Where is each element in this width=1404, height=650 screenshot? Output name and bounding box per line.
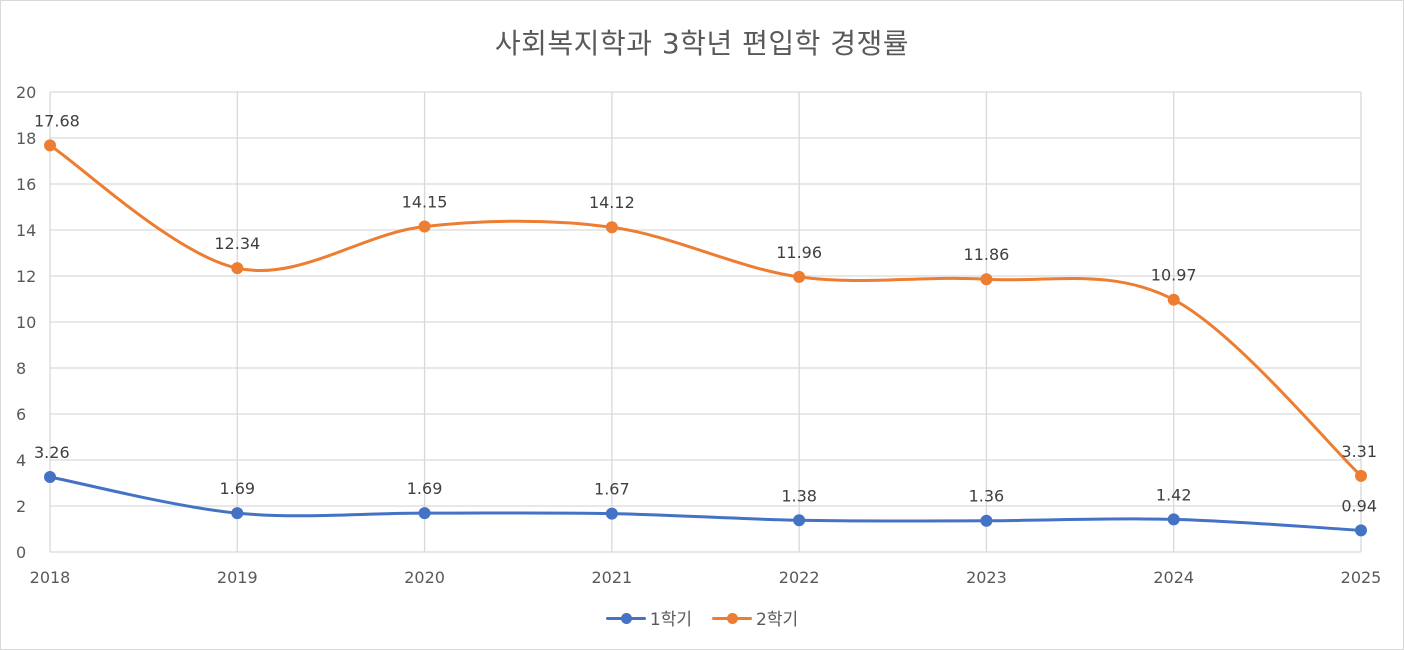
data-point (1167, 293, 1180, 306)
data-point (980, 273, 993, 286)
gridlines (49, 91, 1362, 553)
legend-marker-series-2 (712, 608, 752, 628)
data-point (44, 139, 56, 152)
y-tick-label: 6 (16, 405, 26, 424)
data-point (605, 507, 618, 520)
data-point (793, 270, 806, 283)
x-tick-label: 2024 (1153, 568, 1194, 587)
data-point (44, 471, 56, 484)
x-tick-label: 2018 (30, 568, 71, 587)
x-tick-label: 2023 (966, 568, 1007, 587)
data-label: 1.67 (594, 480, 630, 499)
data-point (418, 220, 431, 233)
data-point (605, 221, 618, 234)
data-label: 0.94 (1341, 496, 1377, 515)
data-point (1355, 469, 1367, 482)
x-tick-label: 2025 (1341, 568, 1382, 587)
y-tick-label: 8 (16, 359, 26, 378)
data-label: 10.97 (1151, 266, 1197, 285)
legend-marker-series-1 (605, 608, 646, 628)
data-point (1355, 524, 1367, 537)
chart-title: 사회복지학과 3학년 편입학 경쟁률 (494, 27, 910, 60)
data-label: 12.34 (214, 234, 260, 253)
y-tick-label: 10 (16, 313, 36, 332)
data-label: 1.36 (969, 487, 1005, 506)
data-label: 3.26 (34, 443, 70, 462)
data-label: 14.15 (402, 193, 448, 212)
data-label: 3.31 (1341, 442, 1377, 461)
chart-legend: 1학기 2학기 (0, 605, 1404, 630)
data-label: 1.69 (219, 479, 255, 498)
y-tick-label: 18 (16, 129, 36, 148)
series-1-line (48, 475, 1363, 532)
series-2-line (48, 143, 1363, 478)
y-tick-label: 4 (16, 451, 26, 470)
x-tick-label: 2019 (217, 568, 258, 587)
data-point (1167, 513, 1180, 526)
data-point (231, 262, 244, 275)
y-tick-label: 2 (16, 497, 26, 516)
data-label: 1.42 (1156, 485, 1192, 504)
series-1: 3.26 1.69 1.69 1.67 1.38 1.36 1.42 0.94 (34, 443, 1377, 537)
x-tick-label: 2022 (779, 568, 820, 587)
y-tick-label: 14 (16, 221, 36, 240)
data-label: 1.69 (407, 479, 443, 498)
data-label: 1.38 (781, 486, 817, 505)
y-tick-label: 16 (16, 175, 36, 194)
legend-label-series-1: 1학기 (649, 610, 692, 630)
legend-item-series-1: 1학기 (605, 605, 692, 630)
data-point (231, 507, 244, 520)
data-label: 11.96 (776, 243, 822, 262)
y-tick-label: 20 (16, 83, 36, 102)
data-label: 11.86 (964, 245, 1010, 264)
data-point (418, 507, 431, 520)
y-tick-label: 0 (16, 543, 26, 562)
x-tick-label: 2020 (404, 568, 445, 587)
x-tick-label: 2021 (591, 568, 632, 587)
legend-item-series-2: 2학기 (712, 605, 798, 630)
data-label: 14.12 (589, 193, 635, 212)
data-label: 17.68 (34, 111, 80, 130)
series-2: 17.68 12.34 14.15 14.12 11.96 11.86 10.97 3.31 (34, 111, 1377, 482)
y-tick-label: 12 (16, 267, 36, 286)
legend-label-series-2: 2학기 (756, 610, 799, 630)
data-point (793, 514, 806, 527)
data-point (980, 514, 993, 527)
